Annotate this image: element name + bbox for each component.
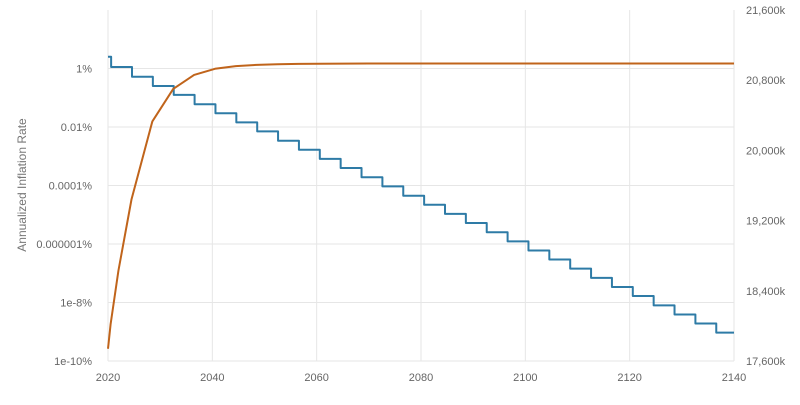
x-tick-label: 2080 xyxy=(409,372,433,384)
y2-tick-label: 20,000k xyxy=(746,145,786,157)
x-tick-label: 2120 xyxy=(617,372,641,384)
y2-tick-label: 17,600k xyxy=(746,356,786,368)
y2-tick-label: 18,400k xyxy=(746,286,786,298)
y2-tick-label: 19,200k xyxy=(746,216,786,228)
y2-tick-label: 20,800k xyxy=(746,75,786,87)
series-layer xyxy=(107,55,734,349)
y-tick-label: 0.000001% xyxy=(36,239,92,251)
y2-tick-label: 21,600k xyxy=(746,5,786,17)
x-tick-label: 2100 xyxy=(513,372,537,384)
x-tick-label: 2020 xyxy=(96,372,120,384)
x-tick-label: 2060 xyxy=(304,372,328,384)
x-tick-label: 2140 xyxy=(722,372,746,384)
y-axis-title: Annualized Inflation Rate xyxy=(15,118,29,252)
x-tick-label: 2040 xyxy=(200,372,224,384)
grid xyxy=(107,10,735,362)
supply-line xyxy=(107,62,734,349)
y-tick-label: 0.0001% xyxy=(49,181,93,193)
x-axis: 2020 2040 2060 2080 2100 2120 2140 xyxy=(96,372,746,384)
inflation-rate-line xyxy=(108,55,734,334)
y-tick-label: 1e-10% xyxy=(54,356,92,368)
y-tick-label: 1% xyxy=(76,64,92,76)
y-tick-label: 0.01% xyxy=(61,122,92,134)
y-axis-right: 21,600k 20,800k 20,000k 19,200k 18,400k 17,60… xyxy=(746,5,786,368)
y-tick-label: 1e-8% xyxy=(60,298,92,310)
y-axis-left: 1% 0.01% 0.0001% 0.000001% 1e-8% 1e-10% xyxy=(36,64,92,369)
